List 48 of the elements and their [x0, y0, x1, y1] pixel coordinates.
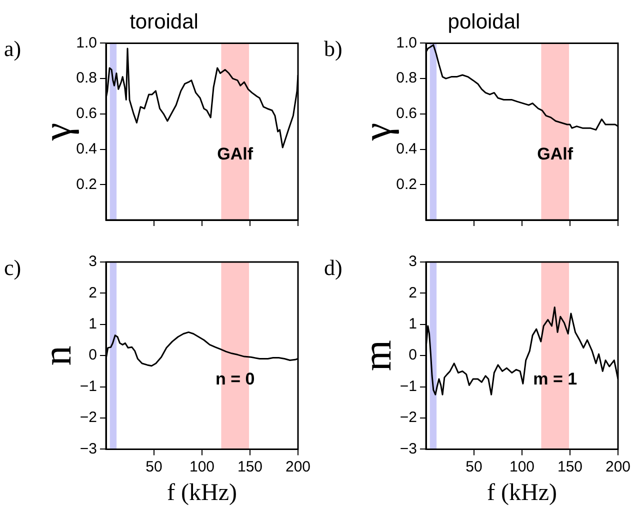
- y-tick-label: 0: [408, 346, 417, 364]
- y-tick-label: 0.4: [396, 140, 417, 158]
- text: b): [324, 36, 342, 61]
- y-axis-title: γ: [354, 122, 400, 142]
- x-tick-label: 150: [237, 458, 263, 476]
- y-tick-label: 0.4: [76, 140, 97, 158]
- y-axis-title: m: [354, 340, 400, 372]
- x-tick-label: 100: [189, 458, 215, 476]
- x-tick-label: 200: [285, 458, 311, 476]
- y-tick-label: 0.2: [76, 176, 97, 193]
- y-tick-label: 0.8: [396, 70, 417, 87]
- y-axis-title: n: [34, 346, 80, 366]
- y-tick-label: −2: [400, 409, 417, 426]
- chart-title: poloidal: [448, 10, 520, 34]
- y-tick-label: −3: [400, 440, 417, 458]
- y-tick-label: 3: [408, 253, 417, 270]
- annotation: n = 0: [216, 370, 255, 389]
- chart-title: toroidal: [130, 10, 198, 34]
- y-tick-label: 1.0: [76, 34, 97, 52]
- y-tick-label: −1: [80, 378, 97, 395]
- y-tick-label: −3: [80, 440, 97, 458]
- y-tick-label: 3: [88, 253, 97, 270]
- annotation: m = 1: [533, 370, 578, 389]
- y-axis-title: γ: [34, 122, 80, 142]
- y-tick-label: 1: [88, 316, 97, 333]
- y-tick-label: 0.6: [396, 105, 417, 122]
- y-tick-label: 0.6: [76, 105, 97, 122]
- x-axis-title: f (kHz): [487, 480, 557, 506]
- text: c): [4, 254, 22, 280]
- y-tick-label: 0: [88, 346, 97, 364]
- text: a): [4, 36, 22, 61]
- annotation: GAlf: [537, 144, 574, 164]
- y-tick-label: 0.2: [396, 176, 417, 193]
- x-tick-label: 200: [605, 458, 631, 476]
- text: d): [324, 254, 342, 280]
- y-tick-label: −2: [80, 409, 97, 426]
- x-tick-label: 50: [146, 458, 162, 476]
- y-tick-label: −1: [400, 378, 417, 395]
- annotation: GAlf: [217, 144, 254, 164]
- x-tick-label: 50: [466, 458, 482, 476]
- y-tick-label: 0.8: [76, 70, 97, 87]
- y-tick-label: 1.0: [396, 34, 417, 52]
- x-tick-label: 100: [509, 458, 535, 476]
- y-tick-label: 2: [408, 284, 417, 302]
- x-axis-title: f (kHz): [167, 480, 237, 506]
- y-tick-label: 1: [408, 316, 417, 333]
- y-tick-label: 2: [88, 284, 97, 302]
- x-tick-label: 150: [557, 458, 583, 476]
